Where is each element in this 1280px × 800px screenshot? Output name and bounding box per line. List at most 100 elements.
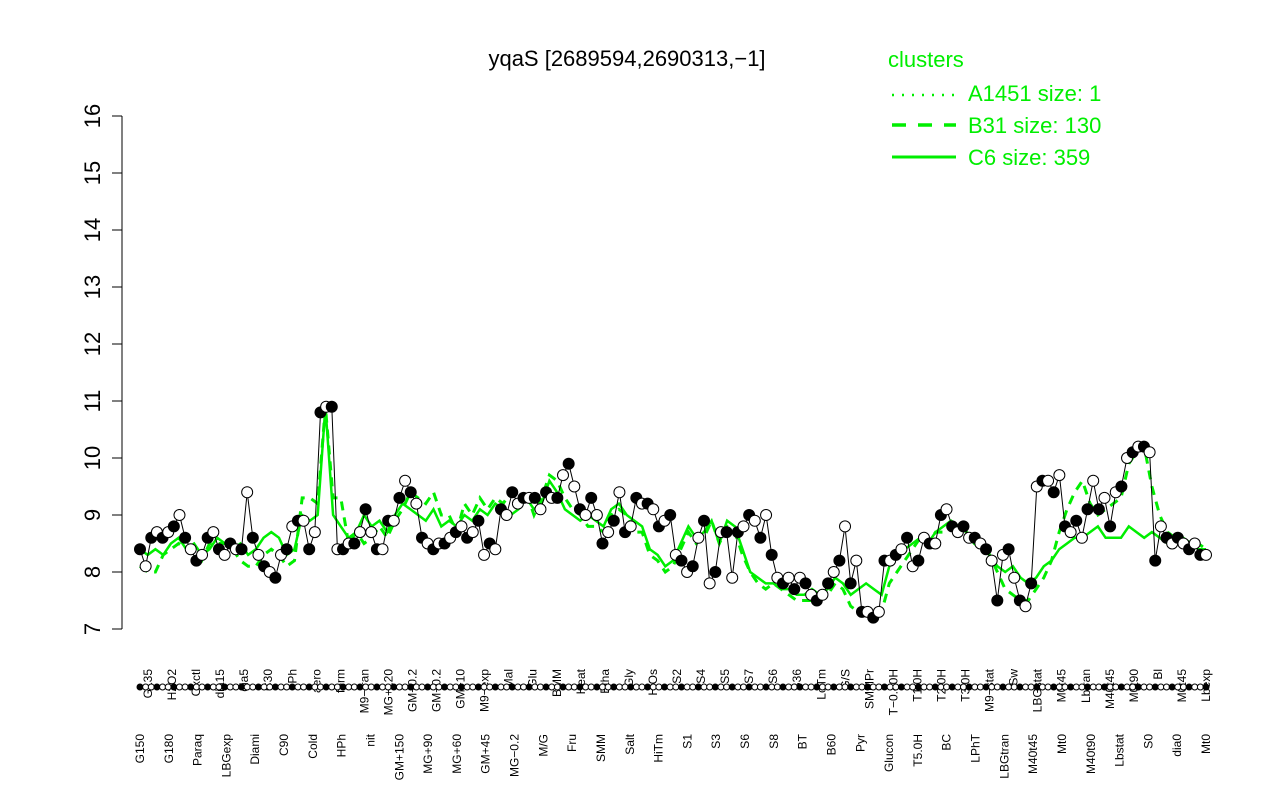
data-point: [912, 554, 925, 567]
rug-marker: [1044, 683, 1052, 691]
rug-marker: [728, 683, 736, 691]
data-point: [929, 537, 942, 550]
rug-marker: [548, 683, 556, 691]
data-point: [816, 588, 829, 601]
x-tick-label: Diami: [248, 734, 262, 765]
data-point: [940, 503, 953, 516]
rug-marker: [187, 683, 195, 691]
x-tick-label: dia15: [213, 669, 227, 699]
data-point: [596, 537, 609, 550]
x-tick-label: Lbstat: [1113, 733, 1127, 766]
x-tick-label: MG+90: [421, 734, 435, 774]
x-tick-label: GM−0.2: [430, 669, 444, 712]
data-point: [134, 543, 146, 556]
rug-marker: [971, 683, 979, 691]
x-tick-label: LPhT: [969, 733, 983, 762]
rug-marker: [886, 683, 894, 691]
x-tick-label: dia0: [1170, 734, 1184, 757]
x-tick-label: LBGtran: [997, 734, 1011, 779]
x-tick-label: M40t90: [1084, 734, 1098, 774]
rug-marker: [373, 683, 381, 691]
data-point: [827, 566, 840, 578]
rug-marker: [649, 683, 657, 691]
data-point: [1081, 503, 1094, 516]
rug-marker: [192, 683, 200, 691]
data-point: [839, 520, 852, 533]
rug-marker: [305, 683, 313, 691]
rug-marker: [159, 683, 167, 691]
rug-marker: [762, 683, 770, 691]
rug-marker: [582, 683, 590, 691]
data-point: [607, 514, 620, 527]
x-tick-label: Fru: [565, 734, 579, 752]
rug-marker: [711, 683, 719, 691]
rug-marker: [170, 683, 178, 691]
data-point: [472, 514, 485, 527]
legend-label-a1451: A1451 size: 1: [968, 81, 1101, 106]
data-point: [613, 486, 626, 499]
x-tick-label: Cold: [306, 734, 320, 759]
rug-marker: [254, 683, 262, 691]
rug-marker: [198, 683, 206, 691]
rug-marker: [745, 683, 753, 691]
rug-marker: [164, 683, 172, 691]
rug-marker: [294, 683, 302, 691]
rug-marker: [147, 683, 155, 691]
rug-marker: [576, 683, 584, 691]
rug-marker: [181, 683, 189, 691]
rug-marker: [807, 683, 815, 691]
x-tick-label: HiTm: [652, 734, 666, 763]
y-tick-label: 14: [80, 218, 105, 242]
rug-marker: [204, 683, 212, 691]
rug-marker: [480, 683, 488, 691]
rug-marker: [1191, 683, 1199, 691]
x-tick-label: GM+150: [392, 734, 406, 781]
data-point: [399, 474, 412, 487]
rug-marker: [796, 683, 804, 691]
data-point: [1042, 474, 1055, 487]
data-point: [325, 400, 338, 413]
rug-marker: [604, 683, 612, 691]
rug-marker: [875, 683, 883, 691]
x-tick-label: T5.0H: [911, 734, 925, 767]
x-tick-label: Sw: [1007, 669, 1021, 686]
x-tick-label: M9−tran: [357, 669, 371, 713]
series-line-b31: [139, 406, 1207, 614]
data-point: [466, 526, 479, 539]
data-point: [782, 571, 795, 584]
data-point: [703, 577, 716, 590]
rug-marker: [841, 683, 849, 691]
rug-marker: [1084, 683, 1092, 691]
data-point: [1104, 520, 1117, 533]
x-tick-label: S2: [670, 669, 684, 684]
rug-marker: [948, 683, 956, 691]
rug-marker: [136, 683, 144, 691]
rug-marker: [1050, 683, 1058, 691]
x-tick-label: BC: [940, 734, 954, 751]
data-point: [579, 509, 592, 521]
rug-marker: [706, 683, 714, 691]
rug-marker: [892, 683, 900, 691]
x-tick-label: Mt0: [1199, 734, 1213, 754]
data-point: [269, 571, 282, 584]
rug-marker: [858, 683, 866, 691]
data-point: [139, 560, 152, 573]
rug-marker: [999, 683, 1007, 691]
rug-marker: [683, 683, 691, 691]
rug-marker: [677, 683, 685, 691]
rug-marker: [379, 683, 387, 691]
rug-marker: [1134, 683, 1142, 691]
series-line-c6: [139, 406, 1206, 597]
rug-marker: [852, 683, 860, 691]
rug-marker: [474, 683, 482, 691]
rug-marker: [734, 683, 742, 691]
data-point: [241, 486, 254, 499]
x-tick-label: SMM: [594, 734, 608, 762]
rug-marker: [1010, 683, 1018, 691]
rug-marker: [864, 683, 872, 691]
data-point: [455, 520, 468, 533]
rug-marker: [283, 683, 291, 691]
rug-marker: [249, 683, 257, 691]
rug-marker: [316, 683, 324, 691]
points-connector-line: [139, 406, 1206, 619]
